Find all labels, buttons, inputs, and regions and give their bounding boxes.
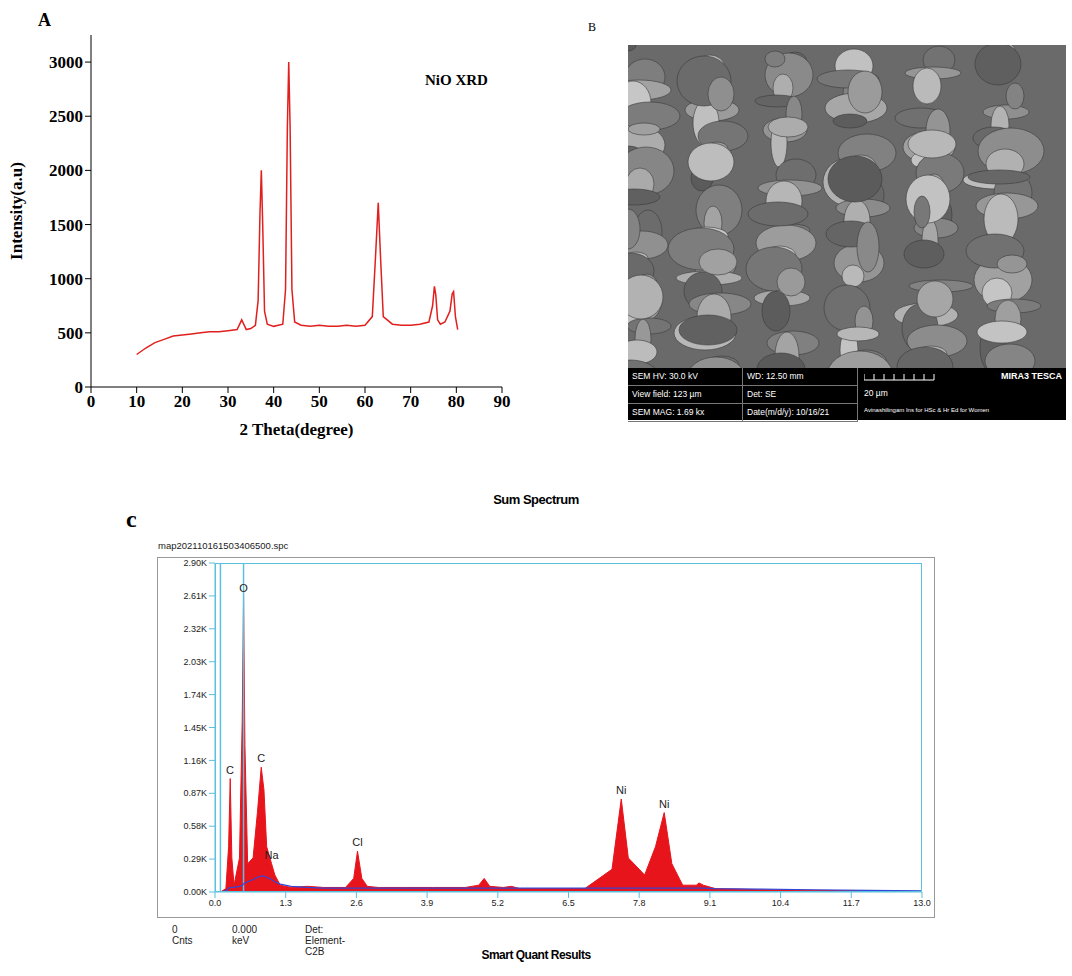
svg-text:0.58K: 0.58K bbox=[183, 821, 207, 831]
svg-text:O: O bbox=[239, 582, 248, 594]
html-text:0.000 keV: 0.000 keV bbox=[232, 924, 257, 946]
svg-text:7.8: 7.8 bbox=[633, 898, 646, 908]
svg-text:0.87K: 0.87K bbox=[183, 788, 207, 798]
svg-text:C: C bbox=[257, 752, 265, 764]
svg-text:2000: 2000 bbox=[49, 161, 83, 180]
svg-text:1.3: 1.3 bbox=[279, 898, 292, 908]
svg-text:10.4: 10.4 bbox=[772, 898, 790, 908]
html-text:Det: SE: Det: SE bbox=[747, 389, 777, 399]
html-text:c: c bbox=[126, 506, 137, 532]
svg-text:90: 90 bbox=[494, 392, 511, 411]
svg-text:30: 30 bbox=[220, 392, 237, 411]
html-text:NiO XRD: NiO XRD bbox=[425, 72, 488, 88]
html-text:20 µm: 20 µm bbox=[864, 388, 888, 398]
html-text:A: A bbox=[38, 10, 51, 30]
svg-text:2.03K: 2.03K bbox=[183, 657, 207, 667]
svg-text:Intensity(a.u): Intensity(a.u) bbox=[7, 162, 26, 260]
svg-text:2.6: 2.6 bbox=[350, 898, 363, 908]
html-text:Sum Spectrum: Sum Spectrum bbox=[493, 492, 579, 507]
html-text:SEM HV: 30.0 kV: SEM HV: 30.0 kV bbox=[632, 371, 698, 381]
svg-text:9.1: 9.1 bbox=[704, 898, 717, 908]
svg-text:2500: 2500 bbox=[49, 107, 83, 126]
svg-text:2.32K: 2.32K bbox=[183, 624, 207, 634]
html-text:map202110161503406500.spc: map202110161503406500.spc bbox=[158, 540, 289, 551]
html-text:Det: Element-C2B: Det: Element-C2B bbox=[305, 924, 345, 957]
svg-text:1000: 1000 bbox=[49, 270, 83, 289]
html-text:Date(m/d/y): 10/16/21: Date(m/d/y): 10/16/21 bbox=[747, 407, 830, 417]
html-text:MIRA3 TESCA: MIRA3 TESCA bbox=[1001, 371, 1062, 381]
svg-text:0.0: 0.0 bbox=[209, 898, 222, 908]
svg-text:2 Theta(degree): 2 Theta(degree) bbox=[239, 420, 353, 439]
html-text:WD: 12.50 mm: WD: 12.50 mm bbox=[747, 371, 804, 381]
svg-text:0: 0 bbox=[87, 392, 96, 411]
html-text:SEM MAG: 1.69 kx: SEM MAG: 1.69 kx bbox=[632, 407, 705, 417]
svg-text:80: 80 bbox=[448, 392, 465, 411]
html-text:View field: 123 µm: View field: 123 µm bbox=[632, 389, 702, 399]
svg-text:C: C bbox=[226, 764, 234, 776]
svg-text:40: 40 bbox=[265, 392, 282, 411]
svg-text:3.9: 3.9 bbox=[421, 898, 434, 908]
svg-text:2.61K: 2.61K bbox=[183, 591, 207, 601]
svg-text:10: 10 bbox=[128, 392, 145, 411]
svg-text:0.29K: 0.29K bbox=[183, 854, 207, 864]
svg-text:Cl: Cl bbox=[352, 836, 362, 848]
html-text:0 Cnts: 0 Cnts bbox=[172, 924, 193, 946]
svg-text:60: 60 bbox=[357, 392, 374, 411]
svg-text:1500: 1500 bbox=[49, 216, 83, 235]
svg-text:1.74K: 1.74K bbox=[183, 690, 207, 700]
svg-text:6.5: 6.5 bbox=[562, 898, 575, 908]
svg-text:13.0: 13.0 bbox=[913, 898, 931, 908]
html-text:Smart Quant Results: Smart Quant Results bbox=[481, 948, 591, 962]
html-text:B: B bbox=[588, 20, 596, 34]
svg-text:Ni: Ni bbox=[616, 784, 626, 796]
svg-text:3000: 3000 bbox=[49, 53, 83, 72]
svg-text:500: 500 bbox=[58, 324, 84, 343]
svg-text:50: 50 bbox=[311, 392, 328, 411]
svg-text:2.90K: 2.90K bbox=[183, 558, 207, 568]
svg-text:1.45K: 1.45K bbox=[183, 723, 207, 733]
svg-text:Ni: Ni bbox=[659, 798, 669, 810]
svg-text:1.16K: 1.16K bbox=[183, 756, 207, 766]
svg-text:0: 0 bbox=[75, 378, 84, 397]
svg-text:5.2: 5.2 bbox=[492, 898, 505, 908]
svg-text:11.7: 11.7 bbox=[843, 898, 860, 908]
html-text:Avinashilingam Ins for HSc & H: Avinashilingam Ins for HSc & Hr Ed for W… bbox=[864, 407, 990, 413]
svg-text:20: 20 bbox=[174, 392, 191, 411]
svg-text:Na: Na bbox=[265, 849, 280, 861]
svg-text:70: 70 bbox=[402, 392, 419, 411]
svg-text:0.00K: 0.00K bbox=[183, 887, 207, 897]
